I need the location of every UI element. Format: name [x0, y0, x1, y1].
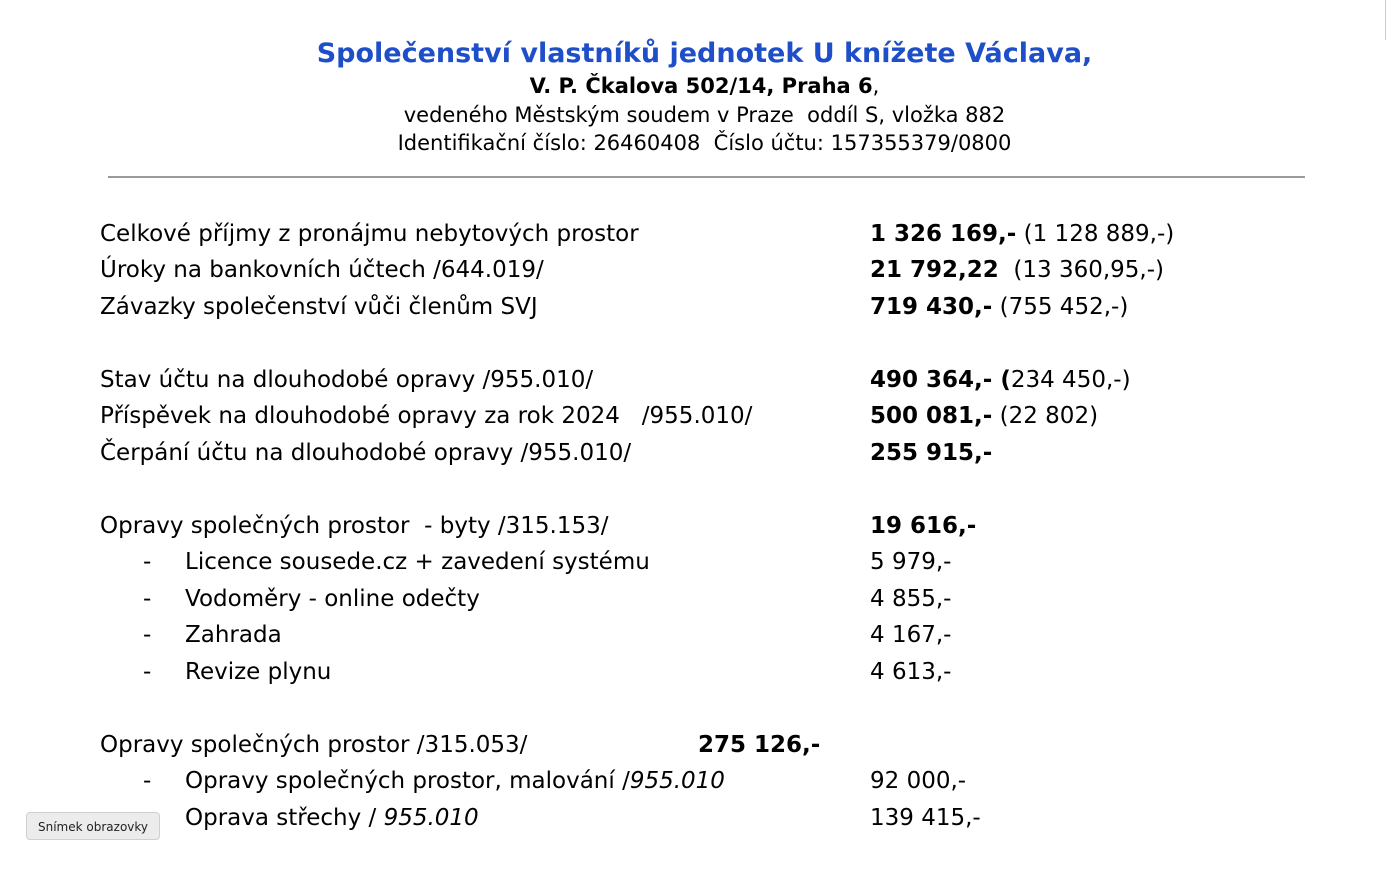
dash-bullet: -: [143, 549, 152, 575]
subitem-label: Licence sousede.cz + zavedení systému: [185, 549, 650, 575]
row-liabilities: Závazky společenství vůči členům SVJ 719…: [0, 292, 1399, 322]
address-suffix: ,: [872, 74, 880, 98]
subitem-row: - Revize plynu 4 613,-: [0, 657, 1399, 687]
subitem-row: - Licence sousede.cz + zavedení systému …: [0, 547, 1399, 577]
row-label: Úroky na bankovních účtech /644.019/: [100, 257, 544, 283]
subitem-label: Oprava střechy / 955.010: [185, 805, 479, 831]
row-label: Celkové příjmy z pronájmu nebytových pro…: [100, 221, 639, 247]
row-repair-fund-balance: Stav účtu na dlouhodobé opravy /955.010/…: [0, 365, 1399, 395]
row-value: 490 364,- (234 450,-): [870, 367, 1131, 393]
row-value: 21 792,22 (13 360,95,-): [870, 257, 1165, 283]
row-value: 275 126,-: [698, 732, 821, 758]
subitem-label: Zahrada: [185, 622, 282, 648]
screenshot-badge[interactable]: Snímek obrazovky: [26, 812, 161, 840]
subitem-value: 4 855,-: [870, 586, 952, 612]
row-repair-fund-contribution: Příspěvek na dlouhodobé opravy za rok 20…: [0, 401, 1399, 431]
window-edge: [1385, 0, 1386, 40]
dash-bullet: -: [143, 622, 152, 648]
row-common-repairs-flats: Opravy společných prostor - byty /315.15…: [0, 511, 1399, 541]
row-common-repairs: Opravy společných prostor /315.053/ 275 …: [0, 730, 1399, 760]
dash-bullet: -: [143, 586, 152, 612]
row-repair-fund-usage: Čerpání účtu na dlouhodobé opravy /955.0…: [0, 438, 1399, 468]
dash-bullet: -: [143, 768, 152, 794]
subitem-value: 4 167,-: [870, 622, 952, 648]
subitem-row: - Vodoměry - online odečty 4 855,-: [0, 584, 1399, 614]
org-title: Společenství vlastníků jednotek U knížet…: [316, 38, 1093, 69]
row-value: 500 081,- (22 802): [870, 403, 1099, 429]
row-value: 719 430,- (755 452,-): [870, 294, 1129, 320]
row-label: Závazky společenství vůči členům SVJ: [100, 294, 538, 320]
row-label: Opravy společných prostor - byty /315.15…: [100, 513, 609, 539]
ids-line: Identifikační číslo: 26460408 Číslo účtu…: [397, 131, 1012, 155]
row-label: Opravy společných prostor /315.053/: [100, 732, 528, 758]
subitem-label: Vodoměry - online odečty: [185, 586, 480, 612]
row-value: 1 326 169,- (1 128 889,-): [870, 221, 1175, 247]
subitem-value: 5 979,-: [870, 549, 952, 575]
row-label: Stav účtu na dlouhodobé opravy /955.010/: [100, 367, 594, 393]
row-value: 19 616,-: [870, 513, 977, 539]
subitem-row: - Zahrada 4 167,-: [0, 620, 1399, 650]
dash-bullet: -: [143, 659, 152, 685]
subitem-label: Opravy společných prostor, malování /955…: [185, 768, 725, 794]
subitem-value: 139 415,-: [870, 805, 981, 831]
row-interest: Úroky na bankovních účtech /644.019/ 21 …: [0, 255, 1399, 285]
subitem-row: Oprava střechy / 955.010 139 415,-: [0, 803, 1399, 833]
row-value: 255 915,-: [870, 440, 993, 466]
subitem-value: 4 613,-: [870, 659, 952, 685]
row-rental-income: Celkové příjmy z pronájmu nebytových pro…: [0, 219, 1399, 249]
org-address: V. P. Čkalova 502/14, Praha 6,: [5, 74, 1399, 98]
subitem-label: Revize plynu: [185, 659, 332, 685]
row-label: Čerpání účtu na dlouhodobé opravy /955.0…: [100, 440, 632, 466]
registry-line: vedeného Městským soudem v Praze oddíl S…: [403, 103, 1006, 127]
divider: [108, 176, 1305, 178]
address-bold: V. P. Čkalova 502/14, Praha 6: [529, 74, 873, 98]
subitem-value: 92 000,-: [870, 768, 967, 794]
subitem-row: - Opravy společných prostor, malování /9…: [0, 766, 1399, 796]
row-label: Příspěvek na dlouhodobé opravy za rok 20…: [100, 403, 753, 429]
